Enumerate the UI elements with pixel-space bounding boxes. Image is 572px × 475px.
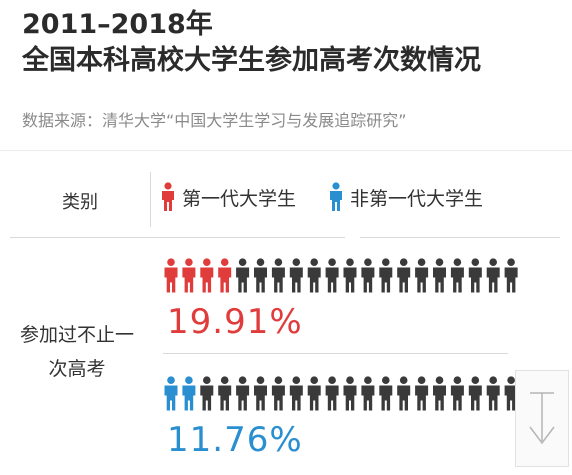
person-icon <box>379 258 393 293</box>
person-icon <box>450 258 464 293</box>
person-icon <box>433 376 446 411</box>
person-icon <box>254 376 267 411</box>
person-icon <box>307 258 321 293</box>
legend-first-gen-label: 第一代大学生 <box>182 187 297 210</box>
data-source: 数据来源：清华大学“中国大学生学习与发展追踪研究” <box>22 111 407 130</box>
person-icon <box>343 376 357 411</box>
series-divider <box>163 353 508 354</box>
person-icon <box>325 258 339 293</box>
person-icon <box>325 376 339 411</box>
person-icon <box>379 376 393 411</box>
person-icon <box>486 258 500 293</box>
person-icon <box>361 376 375 411</box>
person-icon <box>254 258 267 293</box>
header-divider <box>0 150 572 151</box>
legend-non-first-gen-label: 非第一代大学生 <box>350 187 484 210</box>
person-icon <box>218 258 232 293</box>
person-icon <box>468 258 482 293</box>
person-icon <box>486 376 500 411</box>
person-icon <box>218 376 232 411</box>
person-icon <box>271 376 285 411</box>
scroll-arrow-box[interactable] <box>515 370 569 467</box>
row-divider <box>360 237 560 238</box>
chart-title-line1: 2011–2018年 <box>22 9 213 40</box>
person-icon <box>397 258 411 293</box>
row-label: 参加过不止一次高考 <box>19 324 134 380</box>
row-divider <box>10 237 345 238</box>
value-non-first-gen: 11.76% <box>167 420 303 460</box>
person-icon <box>236 258 250 293</box>
person-icon <box>397 376 411 411</box>
person-icon <box>450 376 464 411</box>
person-icon <box>504 258 518 293</box>
value-first-gen: 19.91% <box>167 302 303 342</box>
legend-first-gen: 第一代大学生 <box>160 182 296 212</box>
category-header: 类别 <box>62 192 98 213</box>
person-icon <box>415 376 429 411</box>
arrow-down-icon <box>529 392 555 445</box>
person-icon <box>433 258 446 293</box>
person-icon <box>182 376 196 411</box>
person-icon <box>289 376 303 411</box>
person-icon <box>330 182 342 211</box>
person-icon <box>415 258 429 293</box>
person-icon <box>504 376 518 411</box>
person-icon <box>236 376 250 411</box>
person-icon <box>289 258 303 293</box>
person-icon <box>164 258 178 293</box>
person-icon <box>200 376 214 411</box>
person-icon <box>343 258 357 293</box>
person-icon <box>307 376 321 411</box>
person-icon <box>182 258 196 293</box>
person-icon <box>164 376 178 411</box>
person-icon <box>271 258 285 293</box>
person-icon <box>162 182 174 211</box>
pictogram-row-non-first-gen <box>164 376 518 411</box>
person-icon <box>468 376 482 411</box>
chart-title-line2: 全国本科高校大学生参加高考次数情况 <box>22 45 481 76</box>
person-icon <box>361 258 375 293</box>
legend-non-first-gen: 非第一代大学生 <box>328 182 483 212</box>
person-icon <box>200 258 214 293</box>
pictogram-row-first-gen <box>164 258 518 293</box>
column-divider <box>150 172 151 227</box>
